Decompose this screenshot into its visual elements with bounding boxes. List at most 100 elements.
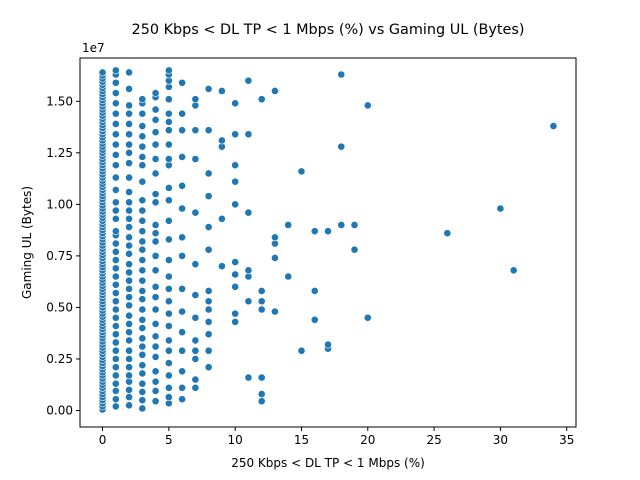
data-point — [284, 272, 293, 281]
data-point — [204, 346, 213, 355]
data-point — [297, 346, 306, 355]
data-point — [297, 167, 306, 176]
data-points — [98, 66, 558, 414]
data-point — [191, 336, 200, 345]
data-point — [363, 313, 372, 322]
data-point — [231, 270, 240, 279]
data-point — [151, 342, 160, 351]
x-tick-label: 25 — [426, 433, 441, 447]
data-point — [151, 190, 160, 198]
data-point — [231, 317, 240, 326]
data-point — [111, 89, 120, 97]
data-point — [111, 186, 120, 194]
data-point — [164, 272, 173, 281]
data-point — [363, 101, 372, 110]
data-point — [164, 216, 173, 225]
data-point — [111, 355, 120, 363]
data-point — [244, 76, 253, 85]
data-point — [217, 136, 226, 145]
data-point — [191, 383, 200, 392]
data-point — [164, 297, 173, 306]
data-point — [191, 346, 200, 355]
data-point — [138, 132, 147, 141]
data-point — [138, 109, 147, 118]
data-point — [204, 192, 213, 201]
data-point — [125, 301, 133, 310]
data-point — [138, 153, 147, 161]
data-point — [231, 258, 240, 266]
data-point — [125, 328, 133, 337]
data-point — [138, 369, 147, 378]
data-point — [111, 247, 120, 256]
data-point — [204, 245, 213, 254]
data-point — [164, 118, 173, 126]
data-point — [204, 126, 213, 135]
y-axis-ticks: 0.00 0.25 0.50 0.75 1.00 1.25 1.50 — [46, 94, 80, 418]
data-point — [125, 311, 133, 320]
data-point — [151, 397, 160, 406]
data-point — [191, 260, 200, 269]
data-point — [271, 254, 279, 262]
data-point — [125, 198, 133, 207]
data-point — [125, 214, 133, 223]
data-point — [496, 204, 505, 213]
data-point — [111, 214, 120, 223]
data-point — [164, 155, 173, 163]
data-point — [231, 161, 240, 170]
data-point — [164, 336, 173, 345]
data-point — [164, 183, 173, 192]
data-point — [151, 293, 160, 302]
data-point — [151, 128, 160, 137]
data-point — [151, 221, 160, 229]
data-point — [111, 379, 120, 388]
data-point — [151, 237, 160, 246]
data-point — [125, 346, 133, 355]
data-point — [337, 221, 346, 229]
data-point — [111, 78, 120, 87]
data-point — [217, 87, 226, 95]
data-point — [178, 307, 187, 316]
data-point — [151, 353, 160, 361]
data-point — [125, 148, 133, 157]
data-point — [111, 363, 120, 372]
data-point — [125, 284, 133, 293]
data-point — [111, 198, 120, 207]
data-point — [204, 169, 213, 178]
data-point — [151, 115, 160, 124]
data-point — [125, 68, 133, 77]
data-point — [138, 334, 147, 343]
data-point — [178, 153, 187, 161]
data-point — [257, 390, 266, 398]
x-tick-label: 0 — [99, 433, 107, 447]
data-point — [138, 177, 147, 186]
data-point — [337, 70, 346, 79]
data-point — [164, 109, 173, 118]
data-point — [138, 361, 147, 370]
data-point — [178, 78, 187, 87]
data-point — [164, 371, 173, 380]
data-point — [125, 223, 133, 231]
data-point — [111, 150, 120, 159]
data-point — [204, 330, 213, 339]
data-point — [164, 95, 173, 104]
data-point — [125, 173, 133, 182]
data-point — [257, 287, 266, 295]
data-point — [111, 346, 120, 355]
data-point — [138, 342, 147, 351]
data-point — [191, 375, 200, 384]
data-point — [204, 297, 213, 306]
data-point — [151, 332, 160, 341]
data-point — [125, 140, 133, 149]
data-point — [284, 221, 293, 229]
data-point — [350, 221, 359, 229]
data-point — [138, 287, 147, 295]
data-point — [231, 282, 240, 291]
data-point — [164, 359, 173, 367]
data-point — [125, 293, 133, 302]
data-point — [231, 99, 240, 108]
data-point — [204, 305, 213, 314]
data-point — [111, 313, 120, 322]
data-point — [138, 245, 147, 254]
data-point — [125, 241, 133, 250]
data-point — [257, 95, 266, 104]
